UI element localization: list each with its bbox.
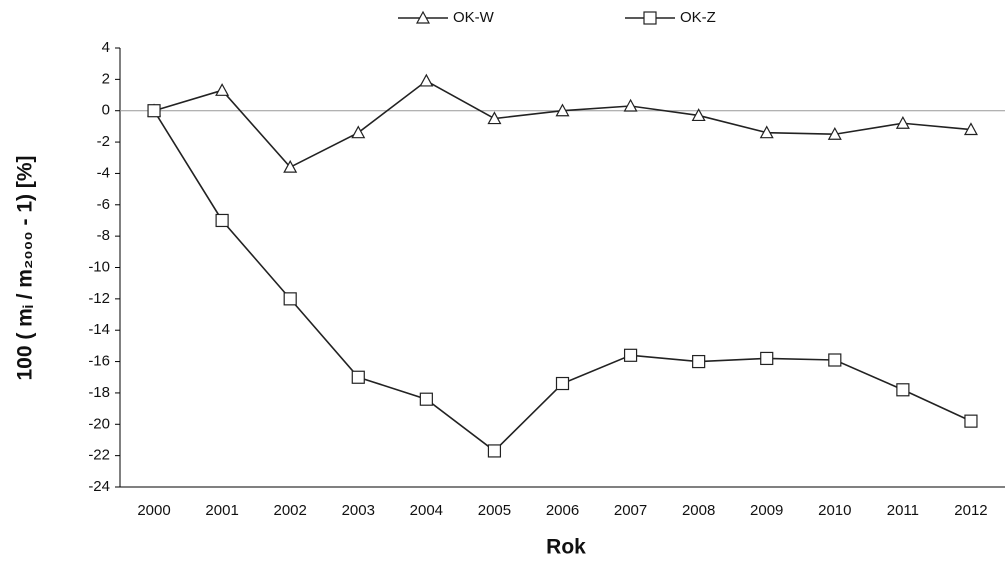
y-tick-label: -16 [88, 353, 110, 370]
x-tick-label: 2011 [887, 502, 919, 519]
data-point [351, 125, 366, 139]
y-tick-label: -22 [88, 447, 110, 464]
data-point [896, 383, 910, 397]
data-point [215, 213, 229, 228]
data-point [963, 122, 978, 136]
data-point [827, 126, 842, 140]
series-line [153, 110, 972, 452]
data-point [215, 83, 230, 96]
data-point [555, 103, 570, 117]
x-tick-label: 2001 [205, 502, 238, 519]
x-tick-label: 2007 [614, 502, 647, 519]
x-axis-label: Rok [546, 536, 586, 559]
legend-label: OK-Z [680, 9, 716, 26]
y-tick-label: -14 [88, 321, 110, 338]
x-tick-label: 2005 [478, 502, 511, 519]
data-point [419, 392, 433, 406]
data-point [691, 108, 706, 122]
x-tick-label: 2002 [274, 502, 307, 519]
data-point [351, 370, 365, 384]
y-tick-label: -4 [97, 164, 110, 181]
y-tick-label: -2 [97, 133, 110, 150]
data-point [283, 292, 297, 306]
y-tick-label: 2 [102, 70, 110, 87]
data-point [760, 351, 774, 366]
data-point [759, 125, 774, 139]
data-point [487, 111, 502, 125]
data-point [828, 353, 842, 367]
y-tick-label: 0 [102, 102, 110, 119]
x-tick-label: 2004 [410, 502, 443, 519]
x-tick-label: 2012 [954, 502, 987, 519]
legend-marker [415, 10, 431, 24]
y-tick-label: -20 [88, 415, 110, 432]
y-tick-label: -24 [88, 478, 110, 495]
y-tick-label: -18 [88, 384, 110, 401]
y-axis-label: 100 ( mᵢ / m₂₀₀₀ - 1) [%] [14, 155, 37, 380]
x-tick-label: 2006 [546, 502, 579, 519]
y-tick-label: -10 [88, 258, 110, 275]
y-tick-label: 4 [102, 39, 110, 56]
y-tick-label: -12 [88, 290, 110, 307]
data-point [692, 354, 706, 369]
data-point [895, 116, 910, 129]
data-point [283, 159, 298, 173]
series-line [153, 79, 972, 169]
data-point [147, 104, 161, 118]
x-tick-label: 2000 [137, 502, 170, 519]
data-point [555, 376, 570, 391]
data-point [487, 444, 502, 458]
legend-marker [643, 11, 657, 25]
data-point [419, 73, 434, 87]
x-tick-label: 2010 [818, 502, 851, 519]
x-tick-label: 2009 [750, 502, 783, 519]
data-point [623, 98, 638, 112]
x-tick-label: 2008 [682, 502, 715, 519]
y-tick-label: -6 [97, 196, 110, 213]
y-tick-label: -8 [97, 227, 110, 244]
legend-label: OK-W [453, 9, 495, 26]
data-point [623, 348, 638, 362]
data-point [964, 414, 978, 428]
x-tick-label: 2003 [342, 502, 375, 519]
